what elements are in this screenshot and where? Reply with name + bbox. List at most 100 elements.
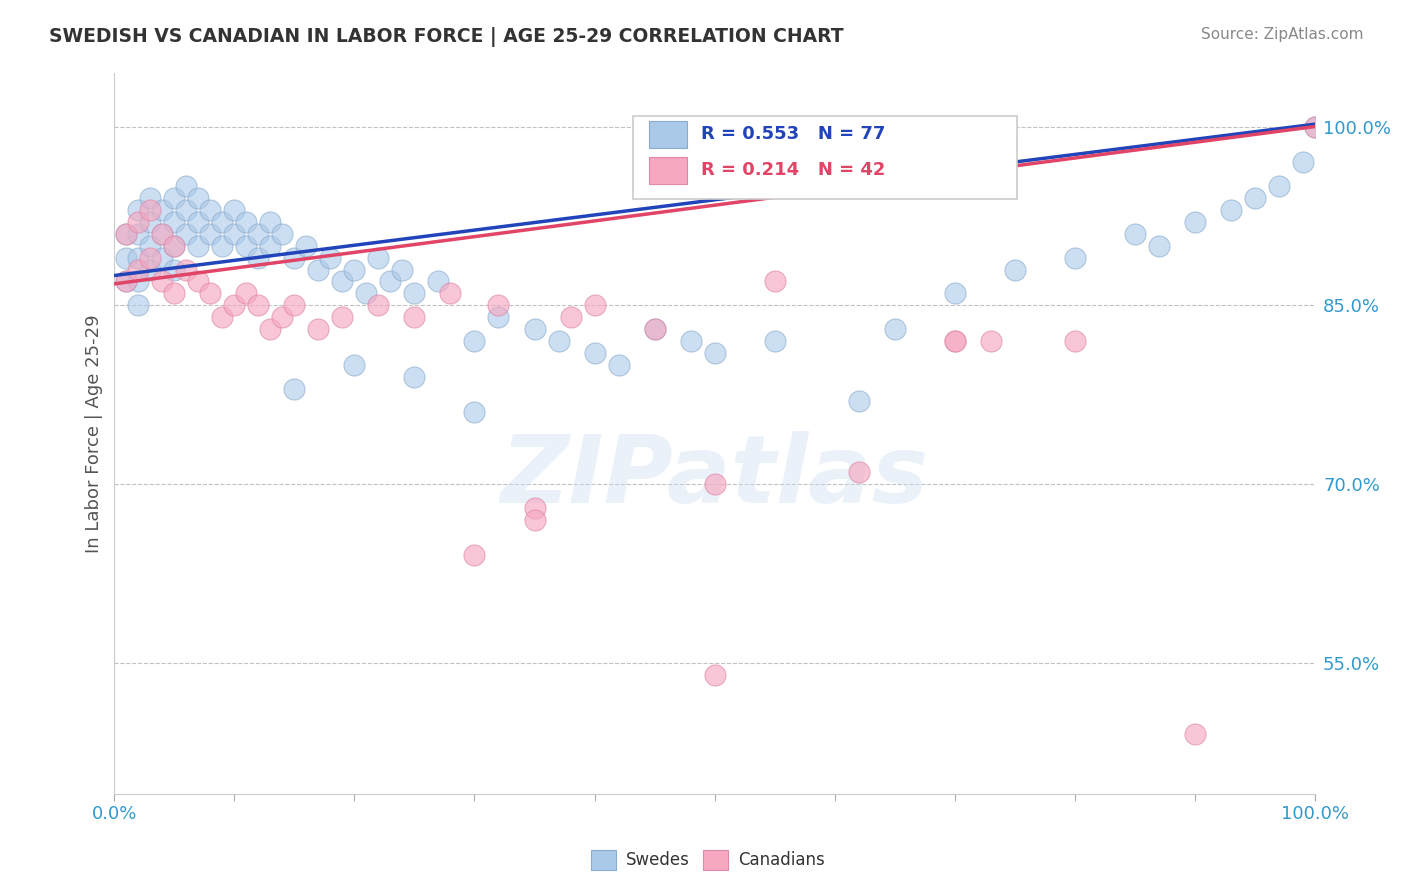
Point [247,298,270,312]
Point [139,262,162,277]
Point [367,251,389,265]
Text: ZIPatlas: ZIPatlas [501,431,928,523]
Point [224,298,246,312]
Point [307,322,329,336]
Point [259,215,281,229]
Point [139,202,162,217]
Point [115,227,138,241]
Point [115,227,138,241]
Point [1303,120,1326,134]
Point [1267,179,1289,194]
Point [139,251,162,265]
Point [139,191,162,205]
Point [1004,262,1026,277]
Point [295,238,318,252]
Point [523,513,546,527]
Point [163,262,186,277]
Point [427,275,450,289]
Point [763,275,786,289]
Point [488,310,510,325]
Point [1147,238,1170,252]
Point [115,275,138,289]
Point [152,227,174,241]
Point [943,334,966,348]
Point [488,298,510,312]
FancyBboxPatch shape [633,116,1017,199]
Point [1063,251,1085,265]
Point [1303,120,1326,134]
Point [224,227,246,241]
Point [127,262,149,277]
Point [560,310,582,325]
Point [283,382,305,396]
Point [152,275,174,289]
Point [176,202,198,217]
Point [283,251,305,265]
Point [943,286,966,301]
Point [343,358,366,372]
Point [404,310,426,325]
Point [187,275,209,289]
Point [703,477,725,491]
Point [380,275,402,289]
Point [176,179,198,194]
Point [127,251,149,265]
Text: R = 0.214   N = 42: R = 0.214 N = 42 [702,161,886,179]
Point [187,191,209,205]
Point [319,251,342,265]
Point [463,549,485,563]
Point [115,251,138,265]
Point [583,346,606,360]
Text: Source: ZipAtlas.com: Source: ZipAtlas.com [1201,27,1364,42]
Point [463,334,485,348]
Point [848,465,870,479]
Point [1063,334,1085,348]
Point [163,191,186,205]
Point [883,322,905,336]
Point [1292,155,1315,169]
Point [848,393,870,408]
Point [644,322,666,336]
Point [211,238,233,252]
Point [259,238,281,252]
Point [127,227,149,241]
Point [343,262,366,277]
Point [235,215,257,229]
Text: Swedes: Swedes [626,851,689,869]
Point [115,275,138,289]
Point [139,238,162,252]
Point [211,215,233,229]
Point [763,334,786,348]
Point [523,500,546,515]
Point [1184,215,1206,229]
Point [307,262,329,277]
Point [176,262,198,277]
Point [583,298,606,312]
Point [259,322,281,336]
Point [439,286,461,301]
Point [404,286,426,301]
Point [703,667,725,681]
Point [235,286,257,301]
Point [271,310,294,325]
Point [283,298,305,312]
Point [163,238,186,252]
Point [391,262,413,277]
Point [152,202,174,217]
Point [1184,727,1206,741]
Point [163,238,186,252]
Text: R = 0.553   N = 77: R = 0.553 N = 77 [702,125,886,144]
Point [367,298,389,312]
Bar [648,157,688,184]
Point [176,227,198,241]
Point [127,275,149,289]
Point [152,251,174,265]
Point [703,346,725,360]
Point [127,202,149,217]
Point [235,238,257,252]
Point [187,238,209,252]
Point [463,405,485,419]
Point [1219,202,1241,217]
Text: Canadians: Canadians [738,851,825,869]
Point [163,215,186,229]
